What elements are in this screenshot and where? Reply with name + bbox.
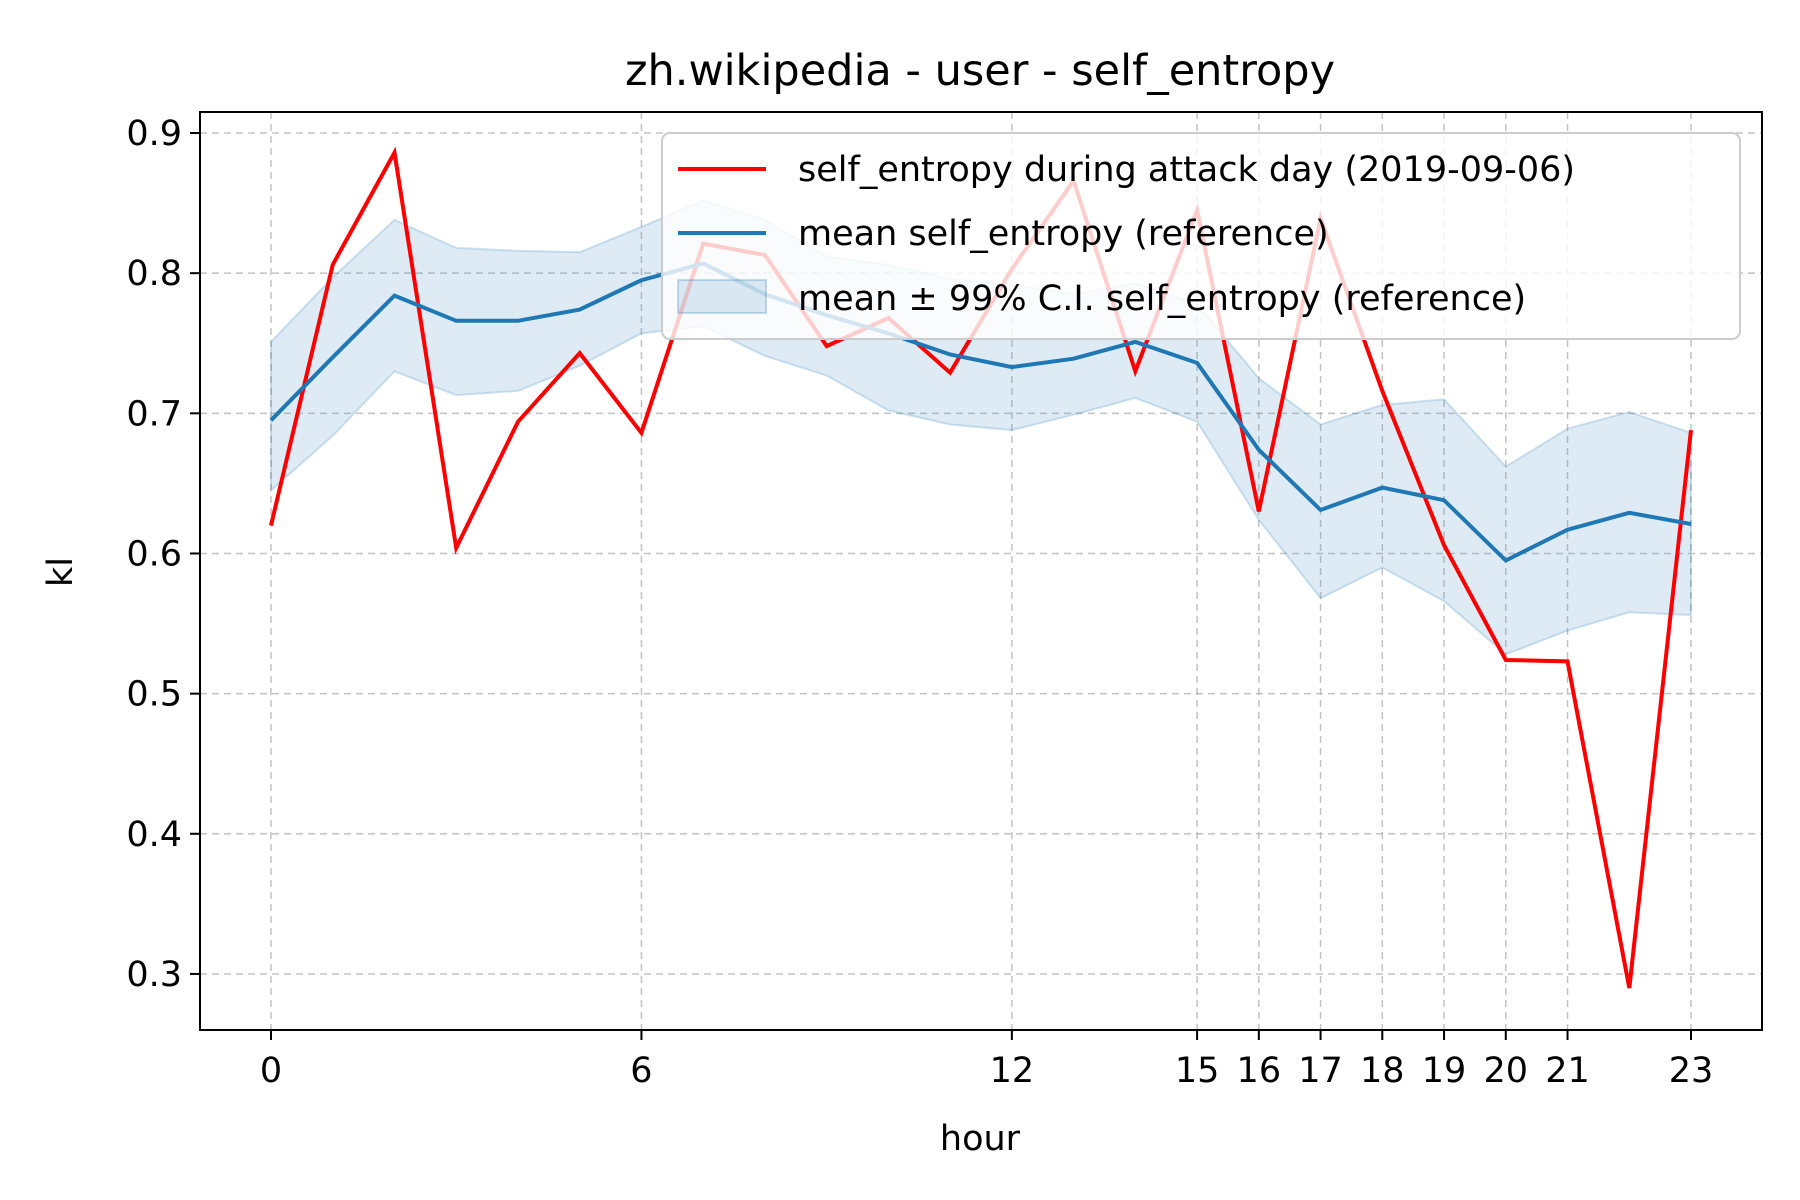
x-tick-label: 20 [1484, 1051, 1529, 1091]
legend-swatch-band [677, 279, 767, 314]
axis-ticks: 0 6 12 15 16 17 18 19 20 21 23 0.3 0.4 0.5 0.6 0.7 0.8 0.… [126, 114, 1713, 1091]
y-tick-label: 0.8 [126, 254, 182, 294]
plot-frame [199, 111, 1763, 1031]
x-tick-label: 6 [630, 1051, 652, 1091]
x-tick-label: 17 [1298, 1051, 1343, 1091]
y-tick-label: 0.5 [126, 675, 182, 715]
x-axis-label: hour [940, 1119, 1021, 1159]
legend-box [661, 132, 1741, 340]
legend-entry-band: mean ± 99% C.I. self_entropy (reference) [798, 279, 1526, 319]
x-tick-label: 16 [1237, 1051, 1282, 1091]
x-tick-label: 0 [260, 1051, 282, 1091]
grid [200, 112, 1762, 1030]
x-tick-label: 23 [1669, 1051, 1714, 1091]
y-tick-label: 0.7 [126, 394, 182, 434]
y-tick-label: 0.3 [126, 955, 182, 995]
legend-entry-mean: mean self_entropy (reference) [798, 214, 1329, 254]
x-tick-label: 12 [990, 1051, 1035, 1091]
legend: self_entropy during attack day (2019-09-… [661, 132, 1741, 340]
mean-reference-line [269, 261, 1692, 563]
x-tick-label: 21 [1545, 1051, 1590, 1091]
legend-entry-attack: self_entropy during attack day (2019-09-… [798, 150, 1575, 190]
x-tick-label: 19 [1422, 1051, 1467, 1091]
y-tick-label: 0.4 [126, 815, 182, 855]
x-tick-label: 15 [1175, 1051, 1220, 1091]
y-axis-label: kl [41, 557, 81, 587]
x-tick-label: 18 [1360, 1051, 1405, 1091]
y-tick-label: 0.9 [126, 114, 182, 154]
chart-title: zh.wikipedia - user - self_entropy [625, 46, 1335, 96]
y-tick-label: 0.6 [126, 534, 182, 574]
